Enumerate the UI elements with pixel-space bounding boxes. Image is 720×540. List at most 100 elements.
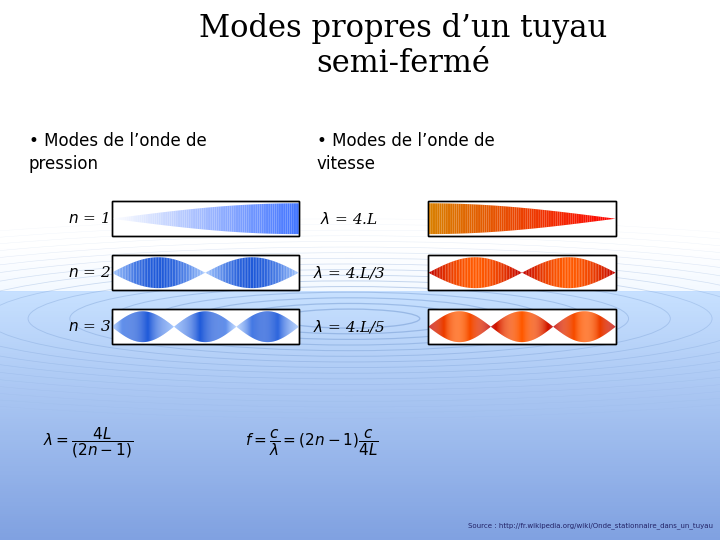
- Polygon shape: [600, 316, 601, 338]
- Polygon shape: [263, 258, 264, 287]
- Bar: [428, 201, 616, 237]
- Polygon shape: [190, 209, 192, 228]
- Polygon shape: [572, 258, 574, 288]
- Polygon shape: [600, 265, 602, 280]
- Polygon shape: [282, 264, 283, 281]
- Polygon shape: [570, 315, 571, 339]
- Bar: [0, 299, 720, 302]
- Polygon shape: [189, 265, 192, 280]
- Polygon shape: [446, 314, 447, 339]
- Polygon shape: [292, 203, 293, 234]
- Polygon shape: [275, 312, 276, 341]
- Polygon shape: [127, 217, 128, 221]
- Bar: [0, 377, 720, 381]
- Polygon shape: [248, 318, 249, 336]
- Polygon shape: [440, 318, 441, 336]
- Polygon shape: [547, 261, 549, 285]
- Polygon shape: [521, 311, 522, 342]
- Polygon shape: [593, 262, 594, 284]
- Polygon shape: [246, 258, 248, 288]
- Polygon shape: [120, 268, 121, 278]
- Polygon shape: [178, 323, 179, 330]
- Polygon shape: [125, 316, 126, 337]
- Bar: [0, 301, 720, 304]
- Polygon shape: [297, 325, 298, 328]
- Bar: [0, 382, 720, 384]
- Bar: [0, 489, 720, 492]
- Polygon shape: [200, 271, 202, 275]
- Bar: [0, 458, 720, 461]
- Polygon shape: [213, 268, 215, 278]
- Polygon shape: [472, 257, 474, 288]
- Polygon shape: [146, 258, 148, 287]
- Polygon shape: [206, 311, 207, 342]
- Polygon shape: [557, 258, 558, 287]
- Polygon shape: [197, 269, 199, 276]
- Bar: [0, 497, 720, 501]
- Bar: [0, 293, 720, 296]
- Polygon shape: [605, 267, 606, 278]
- Bar: [0, 448, 720, 451]
- Polygon shape: [557, 323, 559, 330]
- Bar: [0, 315, 720, 319]
- Polygon shape: [224, 263, 225, 282]
- Polygon shape: [475, 316, 476, 338]
- Polygon shape: [528, 269, 530, 276]
- Bar: [0, 532, 720, 536]
- Polygon shape: [480, 319, 482, 334]
- Polygon shape: [145, 312, 146, 342]
- Polygon shape: [276, 262, 277, 284]
- Polygon shape: [224, 318, 225, 336]
- Polygon shape: [468, 204, 469, 233]
- Polygon shape: [141, 259, 143, 286]
- Bar: [0, 318, 720, 321]
- Polygon shape: [156, 257, 157, 288]
- Polygon shape: [248, 205, 250, 233]
- Polygon shape: [162, 212, 164, 225]
- Polygon shape: [612, 218, 613, 219]
- Polygon shape: [509, 207, 510, 231]
- Bar: [0, 425, 720, 428]
- Polygon shape: [232, 260, 233, 285]
- Polygon shape: [155, 213, 156, 225]
- Polygon shape: [557, 212, 559, 226]
- Polygon shape: [252, 204, 254, 233]
- Polygon shape: [585, 259, 586, 286]
- Polygon shape: [541, 263, 542, 282]
- Polygon shape: [554, 211, 556, 226]
- Bar: [0, 313, 720, 316]
- Polygon shape: [174, 259, 176, 286]
- Polygon shape: [117, 322, 118, 332]
- Polygon shape: [252, 257, 253, 288]
- Polygon shape: [552, 326, 553, 327]
- Polygon shape: [212, 312, 214, 341]
- Polygon shape: [279, 314, 280, 340]
- Polygon shape: [182, 320, 184, 334]
- Bar: [0, 348, 720, 352]
- Polygon shape: [569, 257, 570, 288]
- Polygon shape: [492, 205, 494, 232]
- Bar: [0, 264, 720, 266]
- Polygon shape: [522, 311, 523, 342]
- Polygon shape: [527, 312, 528, 342]
- Polygon shape: [566, 317, 567, 336]
- Polygon shape: [285, 317, 287, 336]
- Polygon shape: [269, 204, 271, 234]
- Polygon shape: [255, 314, 256, 340]
- Polygon shape: [114, 218, 115, 219]
- Polygon shape: [173, 326, 174, 327]
- Polygon shape: [124, 266, 125, 280]
- Polygon shape: [222, 316, 223, 337]
- Bar: [0, 270, 720, 272]
- Bar: [0, 410, 720, 414]
- Bar: [0, 340, 720, 343]
- Polygon shape: [434, 203, 436, 234]
- Polygon shape: [599, 315, 600, 338]
- Polygon shape: [469, 204, 472, 233]
- Polygon shape: [604, 217, 606, 220]
- Polygon shape: [140, 260, 141, 286]
- Polygon shape: [475, 205, 477, 233]
- Polygon shape: [541, 210, 543, 228]
- Polygon shape: [269, 260, 271, 286]
- Polygon shape: [477, 257, 478, 288]
